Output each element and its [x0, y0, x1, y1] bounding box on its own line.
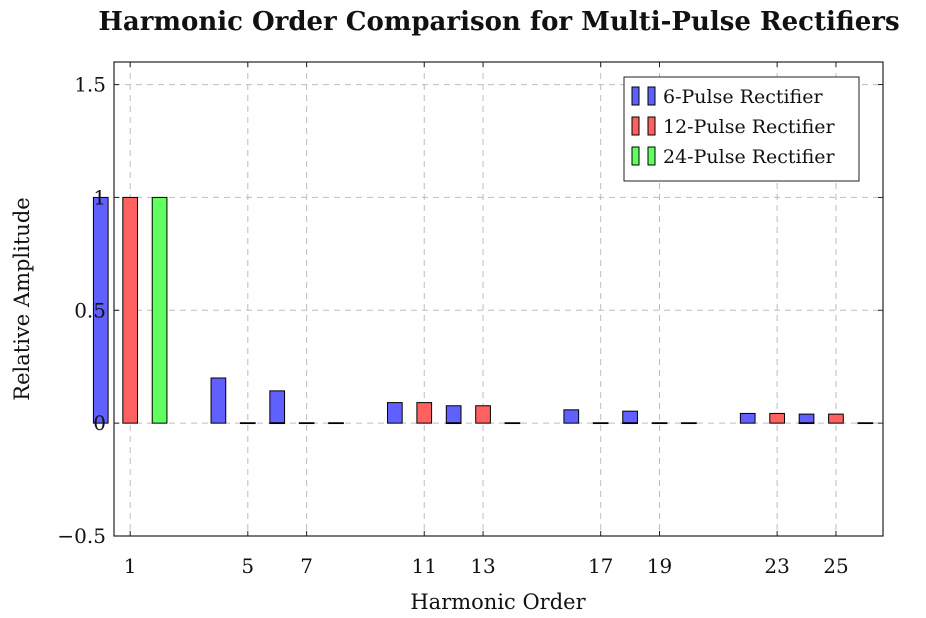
x-tick-label: 7: [300, 554, 313, 578]
x-tick-label: 11: [412, 554, 437, 578]
bar: [622, 410, 638, 424]
y-tick-label: 1: [93, 185, 106, 209]
legend: 6-Pulse Rectifier 12-Pulse Rectifier 24-Pu…: [623, 76, 860, 182]
bar: [298, 422, 315, 425]
x-tick-label: 25: [823, 554, 848, 578]
bar: [857, 422, 874, 425]
chart-title: Harmonic Order Comparison for Multi-Puls…: [98, 7, 899, 37]
legend-label: 24-Pulse Rectifier: [663, 146, 836, 168]
x-axis-label: Harmonic Order: [410, 590, 586, 614]
bar: [92, 196, 109, 424]
bar: [592, 422, 609, 425]
x-tick-label: 19: [647, 554, 672, 578]
bar: [739, 412, 756, 424]
bars: [92, 196, 874, 425]
bar: [210, 377, 227, 424]
y-tick-label: 1.5: [74, 73, 106, 97]
legend-box: [623, 76, 860, 182]
x-tick-label: 13: [470, 554, 495, 578]
y-axis-label: Relative Amplitude: [10, 197, 34, 400]
bar: [622, 422, 638, 425]
bar: [681, 422, 697, 425]
bar: [151, 196, 168, 424]
legend-label: 12-Pulse Rectifier: [663, 116, 836, 138]
legend-swatch: [647, 116, 656, 136]
y-tick-label: −0.5: [57, 524, 106, 548]
bar: [445, 422, 462, 425]
legend-swatch: [631, 146, 640, 166]
bar: [416, 402, 433, 424]
bar: [504, 422, 521, 425]
plot-frame: [113, 61, 884, 537]
y-tick-label: 0: [93, 411, 106, 435]
ticks: −0.5 0 0.5 1 1.5 1 5 7 11 13 17 19 23 25: [57, 62, 883, 578]
y-tick-label: 0.5: [74, 298, 106, 322]
bar: [798, 422, 815, 425]
bar: [563, 409, 580, 424]
bar: [769, 412, 785, 424]
bar: [269, 422, 286, 425]
x-tick-label: 23: [764, 554, 789, 578]
bar: [651, 422, 668, 425]
bar: [828, 413, 844, 424]
legend-swatch: [647, 86, 656, 106]
bar: [122, 196, 139, 424]
bar: [239, 422, 256, 425]
bar: [386, 402, 403, 424]
bar: [475, 405, 491, 424]
bar: [328, 422, 344, 425]
bar: [269, 390, 286, 424]
legend-swatch: [631, 86, 640, 106]
x-tick-label: 1: [124, 554, 137, 578]
x-tick-label: 5: [241, 554, 254, 578]
legend-swatch: [647, 146, 656, 166]
legend-label: 6-Pulse Rectifier: [663, 86, 823, 108]
bar: [445, 405, 462, 424]
legend-swatch: [631, 116, 640, 136]
x-tick-label: 17: [588, 554, 613, 578]
bar: [798, 413, 815, 424]
